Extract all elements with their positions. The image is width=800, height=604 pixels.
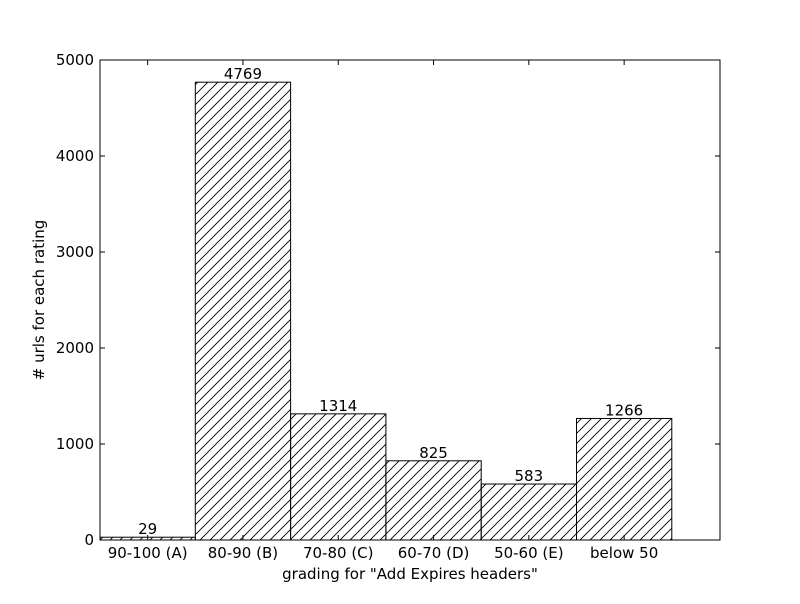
x-axis: 90-100 (A) 80-90 (B) 70-80 (C) 60-70 (D) 50-… [108,60,658,562]
y-tick-label-0: 0 [84,531,94,549]
x-tick-label-1: 80-90 (B) [208,544,278,562]
bar-value-label-3: 825 [419,444,448,462]
y-tick-label-2: 2000 [56,339,94,357]
bar-1 [194,81,292,541]
x-tick-label-4: 50-60 (E) [494,544,564,562]
bar-value-label-0: 29 [138,520,157,538]
x-tick-label-5: below 50 [590,544,658,562]
x-tick-label-0: 90-100 (A) [108,544,188,562]
y-tick-label-4: 4000 [56,147,94,165]
y-axis-label: # urls for each rating [30,220,48,381]
y-tick-label-3: 3000 [56,243,94,261]
y-axis: 0 1000 2000 3000 4000 5000 [56,51,720,549]
bar-3 [385,460,482,541]
bar-2 [290,413,387,541]
bar-value-label-1: 4769 [224,65,262,83]
x-tick-label-2: 70-80 (C) [303,544,374,562]
data-labels-group: 29 4769 1314 825 583 1266 [138,65,643,538]
bar-value-label-4: 583 [515,467,544,485]
x-tick-label-3: 60-70 (D) [398,544,470,562]
bar-5 [576,417,673,541]
y-tick-label-5: 5000 [56,51,94,69]
bar-value-label-5: 1266 [605,401,643,419]
bar-4 [480,483,578,541]
plot-area-frame [99,59,721,541]
y-tick-label-1: 1000 [56,435,94,453]
bars-group [99,81,673,541]
x-axis-label: grading for "Add Expires headers" [282,565,538,583]
bar-value-label-2: 1314 [319,397,357,415]
